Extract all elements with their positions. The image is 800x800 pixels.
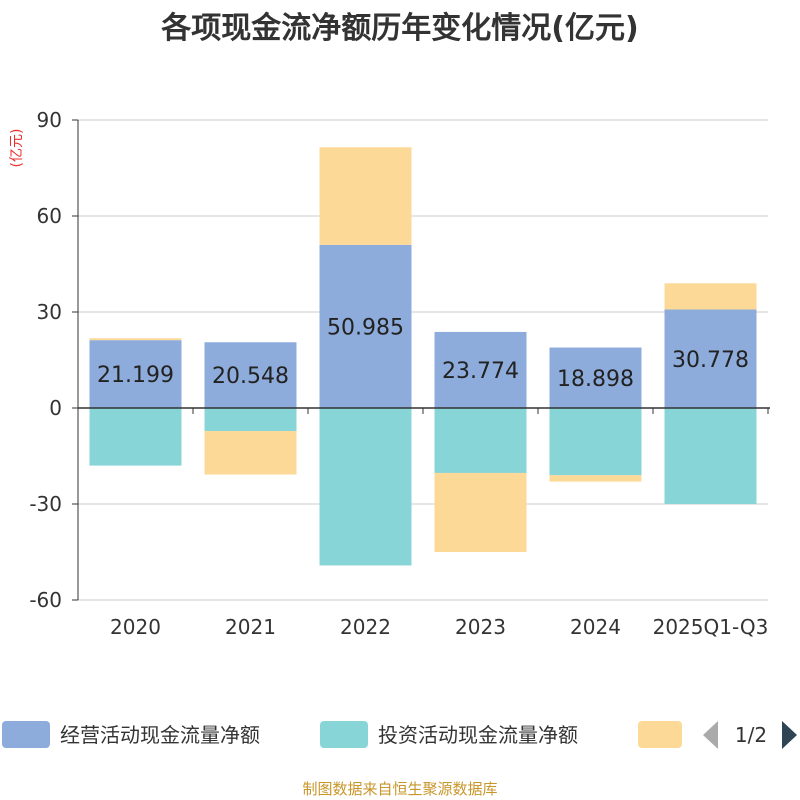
x-tick-label-2023: 2023 (455, 615, 506, 639)
bar-2020-series-2 (89, 338, 182, 341)
legend-item-financing[interactable] (638, 721, 682, 748)
data-label-2024: 18.898 (557, 367, 634, 392)
legend-page-indicator: 1/2 (735, 723, 767, 747)
bar-2020-series-0 (89, 340, 182, 408)
bar-2024-series-1 (549, 408, 642, 476)
y-tick-label-1: 60 (37, 204, 62, 228)
data-label-2020: 21.199 (97, 363, 174, 388)
legend-swatch-financing (638, 721, 682, 748)
bar-2022-series-0 (319, 244, 412, 408)
legend-swatch-investing (320, 721, 368, 748)
bar-2021-series-2 (204, 431, 297, 475)
y-tick-label-2: 30 (37, 300, 62, 324)
x-tick-label-2025Q1-Q3: 2025Q1-Q3 (653, 615, 769, 639)
data-label-2022: 50.985 (327, 315, 404, 340)
legend-next-page-icon[interactable] (782, 721, 797, 749)
legend-swatch-operating (2, 721, 50, 748)
bar-2025Q1-Q3-series-0 (664, 309, 757, 408)
x-tick-label-2022: 2022 (340, 615, 391, 639)
axes: 90 60 30 0 -30 -60 2020 2021 2022 2023 2024 2025Q1-… (29, 108, 770, 639)
bar-2024-series-0 (549, 347, 642, 408)
legend: 经营活动现金流量净额 投资活动现金流量净额 1/2 (2, 721, 797, 749)
bars (89, 147, 757, 566)
bar-2023-series-0 (434, 331, 527, 408)
bar-2025Q1-Q3-series-2 (664, 283, 757, 310)
bar-2022-series-1 (319, 408, 412, 566)
y-tick-label-3: 0 (49, 396, 62, 420)
data-label-2023: 23.774 (442, 359, 519, 384)
y-tick-label-5: -60 (29, 588, 62, 612)
bar-2022-series-2 (319, 147, 412, 245)
source-note: 制图数据来自恒生聚源数据库 (302, 780, 497, 798)
data-label-2021: 20.548 (212, 364, 289, 389)
y-tick-label-0: 90 (37, 108, 62, 132)
bar-2023-series-2 (434, 472, 527, 552)
bar-2023-series-1 (434, 408, 527, 473)
legend-label-operating: 经营活动现金流量净额 (60, 723, 260, 747)
chart-title: 各项现金流净额历年变化情况(亿元) (160, 11, 638, 46)
x-tick-label-2021: 2021 (225, 615, 276, 639)
y-axis-unit: (亿元) (9, 129, 25, 168)
bar-2020-series-1 (89, 408, 182, 466)
data-label-2025Q1-Q3: 30.778 (672, 348, 749, 373)
x-tick-label-2024: 2024 (570, 615, 621, 639)
bar-2021-series-0 (204, 342, 297, 408)
bar-2021-series-1 (204, 408, 297, 432)
y-tick-label-4: -30 (29, 492, 62, 516)
grid-lines (78, 119, 768, 601)
legend-label-investing: 投资活动现金流量净额 (378, 723, 578, 747)
x-tick-label-2020: 2020 (110, 615, 161, 639)
bar-2024-series-2 (549, 475, 642, 482)
bar-2025Q1-Q3-series-1 (664, 408, 757, 504)
legend-item-investing[interactable]: 投资活动现金流量净额 (320, 721, 578, 748)
legend-prev-page-icon[interactable] (703, 721, 718, 749)
legend-item-operating[interactable]: 经营活动现金流量净额 (2, 721, 260, 748)
data-labels: 21.199 20.548 50.985 23.774 18.898 30.778 (97, 315, 749, 391)
